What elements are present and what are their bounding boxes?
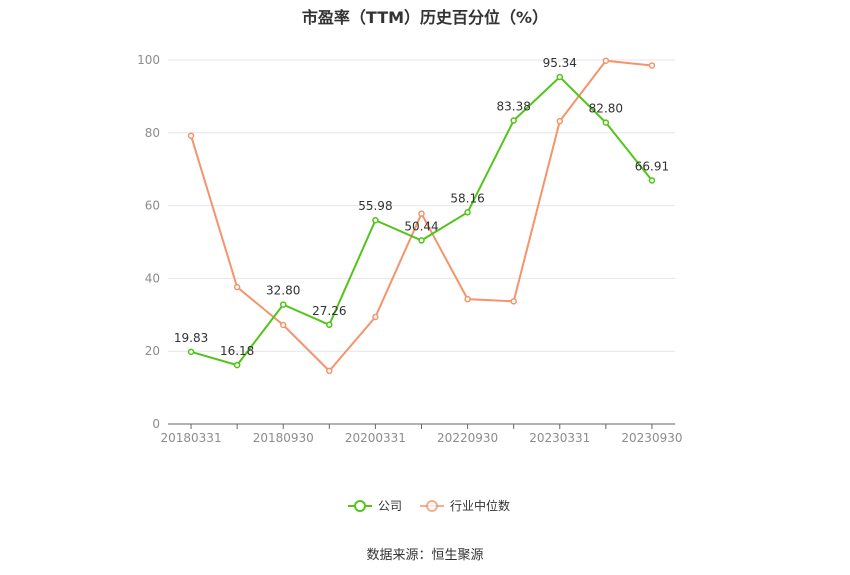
data-label: 95.34 xyxy=(543,56,577,70)
data-point xyxy=(187,132,195,139)
data-point xyxy=(418,210,425,217)
data-label: 55.98 xyxy=(358,199,392,213)
data-point xyxy=(602,119,610,126)
legend-label: 行业中位数 xyxy=(450,498,510,513)
data-point xyxy=(510,117,517,124)
data-point xyxy=(648,62,656,69)
data-point xyxy=(279,301,287,308)
y-tick-label: 40 xyxy=(145,271,160,285)
data-label: 83.38 xyxy=(497,99,531,113)
data-point xyxy=(372,216,379,224)
data-point xyxy=(372,313,379,321)
x-tick-label: 20230930 xyxy=(621,431,682,445)
data-label: 50.44 xyxy=(404,219,438,233)
data-point xyxy=(279,321,287,329)
data-point xyxy=(187,348,195,356)
data-point xyxy=(556,73,564,81)
data-source: 数据来源：恒生聚源 xyxy=(366,548,484,563)
data-label: 27.26 xyxy=(312,304,346,318)
data-labels: 19.83 16.18 32.80 27.26 55.98 50.44 58.16 83.38… xyxy=(174,56,669,358)
legend-marker xyxy=(354,500,366,512)
data-label: 16.18 xyxy=(220,344,254,358)
data-point xyxy=(464,295,471,303)
x-axis xyxy=(168,423,675,429)
data-point xyxy=(326,321,333,329)
series-points xyxy=(187,57,656,375)
data-point xyxy=(418,237,425,244)
y-tick-label: 0 xyxy=(152,417,160,431)
data-point xyxy=(233,283,241,291)
x-tick-label: 20180331 xyxy=(161,431,222,445)
data-label: 58.16 xyxy=(450,191,484,205)
grid-lines xyxy=(168,59,675,352)
x-tick-label: 20230331 xyxy=(529,431,590,445)
legend: 公司 行业中位数 xyxy=(348,498,510,513)
x-axis-ticks: 20180331 20180930 20200331 20220930 20230331… xyxy=(161,431,683,445)
y-tick-label: 20 xyxy=(145,344,160,358)
legend-label: 公司 xyxy=(378,499,402,513)
data-point xyxy=(464,209,471,216)
data-label: 19.83 xyxy=(174,331,208,345)
chart-title: 市盈率（TTM）历史百分位（%） xyxy=(301,8,549,27)
data-label: 32.80 xyxy=(266,284,300,298)
x-tick-label: 20220930 xyxy=(437,431,498,445)
y-axis-ticks: 0 20 40 60 80 100 xyxy=(137,53,160,431)
data-label: 66.91 xyxy=(635,159,669,173)
x-tick-label: 20180930 xyxy=(253,431,314,445)
y-tick-label: 100 xyxy=(137,53,160,67)
y-tick-label: 60 xyxy=(145,199,160,213)
data-point xyxy=(510,298,517,305)
data-point xyxy=(602,57,610,64)
data-point xyxy=(648,177,656,184)
y-tick-label: 80 xyxy=(145,126,160,140)
data-point xyxy=(233,361,241,369)
data-label: 82.80 xyxy=(589,102,623,116)
data-point xyxy=(556,117,564,125)
legend-marker xyxy=(426,500,438,512)
x-tick-label: 20200331 xyxy=(345,431,406,445)
data-point xyxy=(326,367,333,375)
